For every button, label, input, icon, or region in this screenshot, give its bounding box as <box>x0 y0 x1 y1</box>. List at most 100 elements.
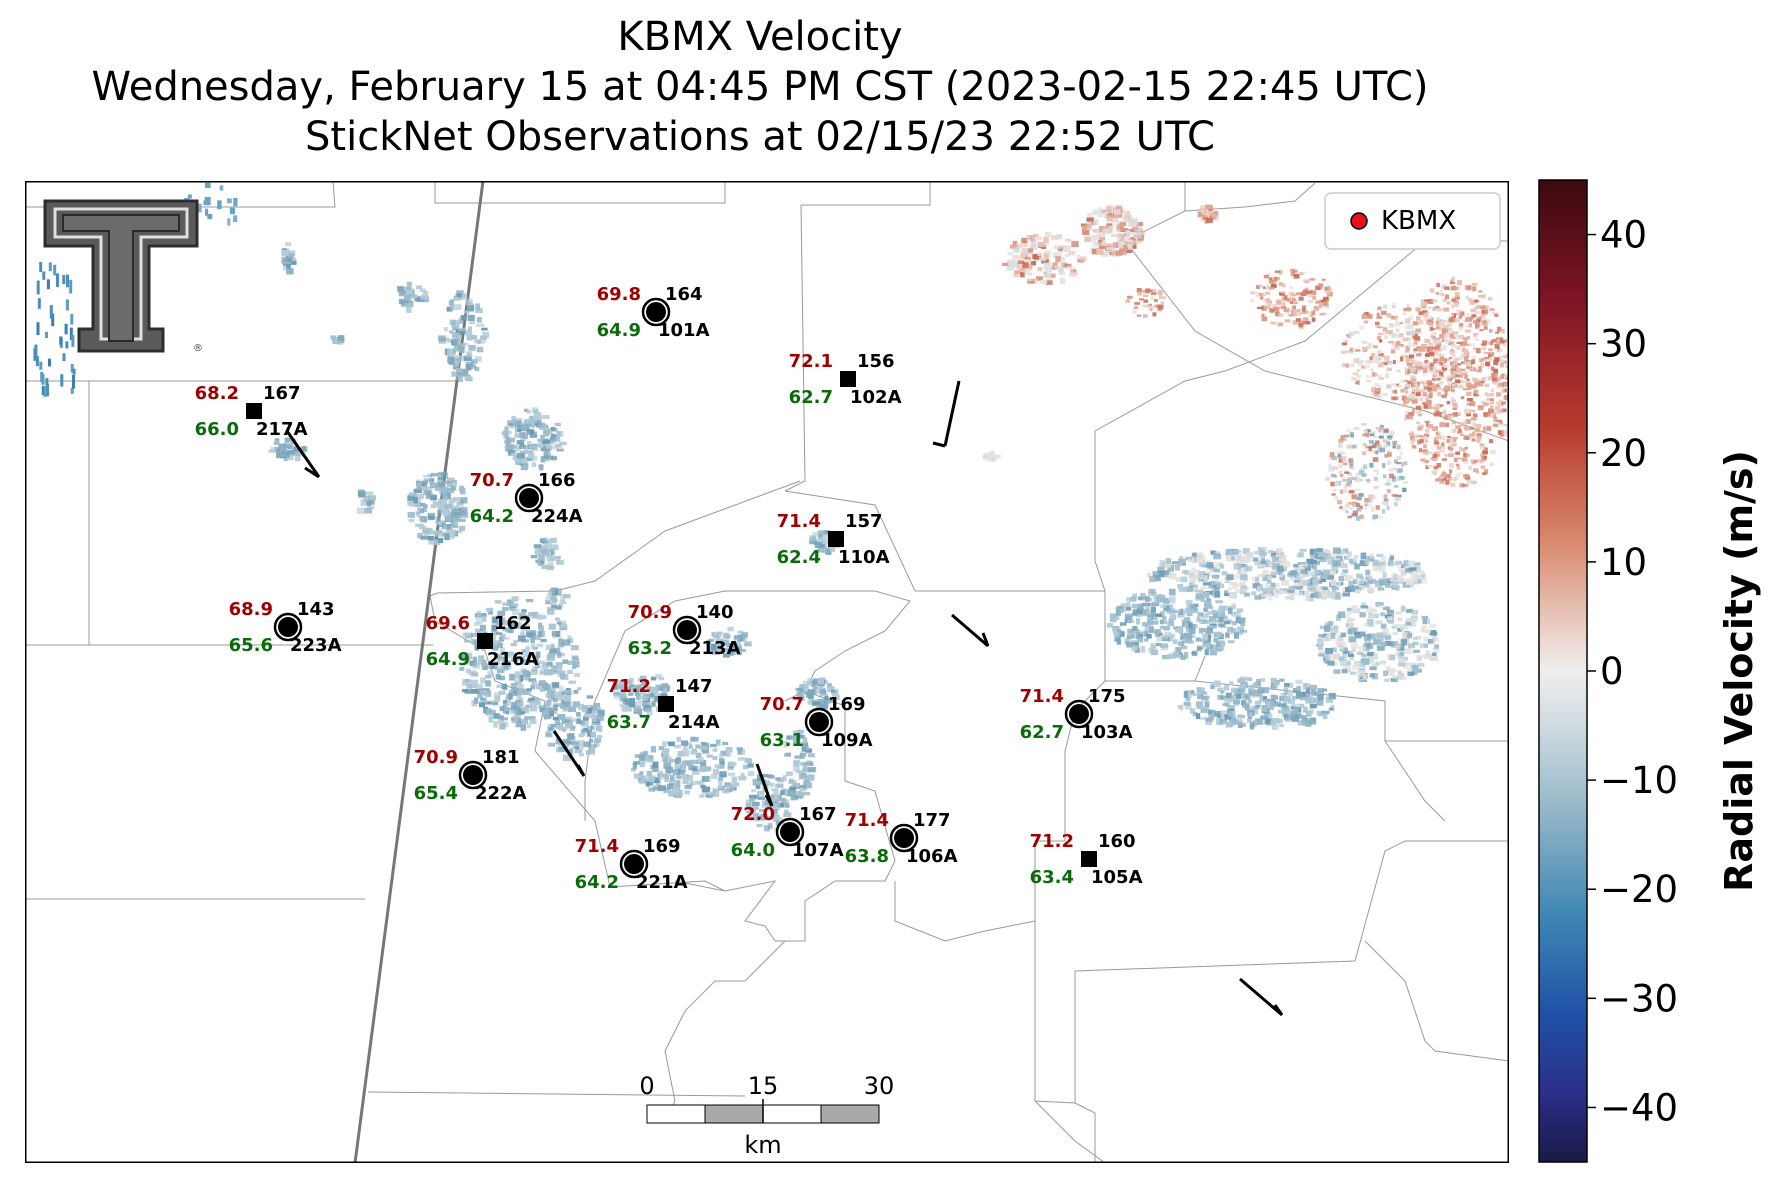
radar-gate <box>1443 476 1447 481</box>
radar-gate <box>1148 588 1156 594</box>
radar-gate <box>1353 358 1359 363</box>
radar-gate <box>1357 645 1366 652</box>
radar-gate <box>511 608 520 616</box>
radar-gate <box>1342 591 1351 597</box>
radar-gate <box>1204 702 1210 707</box>
radar-gate <box>1229 720 1237 724</box>
radar-gate <box>1282 702 1288 708</box>
radar-gate <box>1283 589 1292 593</box>
radar-gate <box>692 765 698 772</box>
radar-gate <box>1376 307 1382 311</box>
radar-gate <box>1380 612 1385 617</box>
radar-gate <box>1412 333 1418 338</box>
radar-gate <box>538 705 547 709</box>
radar-gate <box>1421 343 1427 347</box>
station-temperature: 71.4 <box>1020 686 1064 707</box>
radar-gate <box>1443 415 1448 419</box>
radar-gate <box>1364 559 1370 565</box>
radar-gate <box>711 791 716 797</box>
radar-gate <box>1466 478 1472 484</box>
radar-gate <box>1417 579 1422 583</box>
radar-gate <box>1392 359 1396 364</box>
radar-gate <box>1055 256 1061 263</box>
radar-gate <box>1422 305 1427 311</box>
radar-gate <box>620 695 628 699</box>
radar-gate <box>574 750 583 754</box>
radar-gate <box>1215 641 1221 647</box>
radar-gate <box>1158 570 1166 578</box>
radar-gate <box>1405 398 1411 402</box>
radar-gate <box>461 369 469 376</box>
radar-gate <box>1455 463 1460 467</box>
radar-gate <box>1274 270 1281 273</box>
radar-gate <box>1195 569 1200 573</box>
radar-gate <box>1376 316 1382 319</box>
radar-gate <box>783 799 789 804</box>
radar-gate <box>1260 557 1265 564</box>
radar-gate <box>1174 564 1181 571</box>
radar-gate <box>1181 618 1189 623</box>
radar-gate <box>1436 435 1442 440</box>
radar-gate <box>1373 476 1378 481</box>
radar-gate <box>1464 316 1470 322</box>
radar-gate <box>567 733 575 740</box>
radar-gate <box>526 723 531 729</box>
radar-gate <box>662 752 670 757</box>
radar-gate <box>1384 635 1392 639</box>
radar-gate <box>1359 515 1365 519</box>
radar-gate <box>1402 337 1409 342</box>
radar-gate <box>1391 390 1395 393</box>
radar-gate <box>572 661 580 668</box>
radar-gate <box>514 433 520 438</box>
radar-gate <box>1429 355 1436 359</box>
radar-gate <box>1231 555 1236 561</box>
radar-gate <box>1446 375 1453 379</box>
colorbar-tick-label: 0 <box>1600 650 1624 693</box>
radar-gate <box>1126 641 1133 648</box>
radar-gate <box>593 703 601 708</box>
radar-gate <box>1142 609 1150 617</box>
radar-gate <box>1315 285 1321 291</box>
radar-gate <box>1404 326 1410 330</box>
radar-gate <box>1379 447 1386 453</box>
radar-gate <box>1371 495 1377 500</box>
radar-gate <box>1388 330 1393 335</box>
radar-gate <box>1217 687 1224 692</box>
radar-gate <box>1185 599 1193 604</box>
radar-gate <box>1469 299 1475 305</box>
radar-gate <box>1142 304 1148 307</box>
radar-gate <box>532 448 539 451</box>
radar-gate <box>637 700 643 705</box>
radar-gate <box>1377 587 1385 591</box>
radar-gate <box>794 795 803 799</box>
radar-gate <box>1021 247 1028 253</box>
radar-gate <box>504 446 511 452</box>
radar-gate <box>1362 653 1367 658</box>
radar-gate <box>1199 627 1207 632</box>
radar-gate <box>1349 638 1356 643</box>
radar-gate <box>559 672 565 680</box>
radar-gate <box>1458 446 1463 452</box>
radar-gate <box>1422 625 1427 629</box>
radar-gate <box>1163 605 1170 612</box>
radar-gate <box>1451 364 1455 369</box>
radar-gate <box>1115 606 1123 612</box>
